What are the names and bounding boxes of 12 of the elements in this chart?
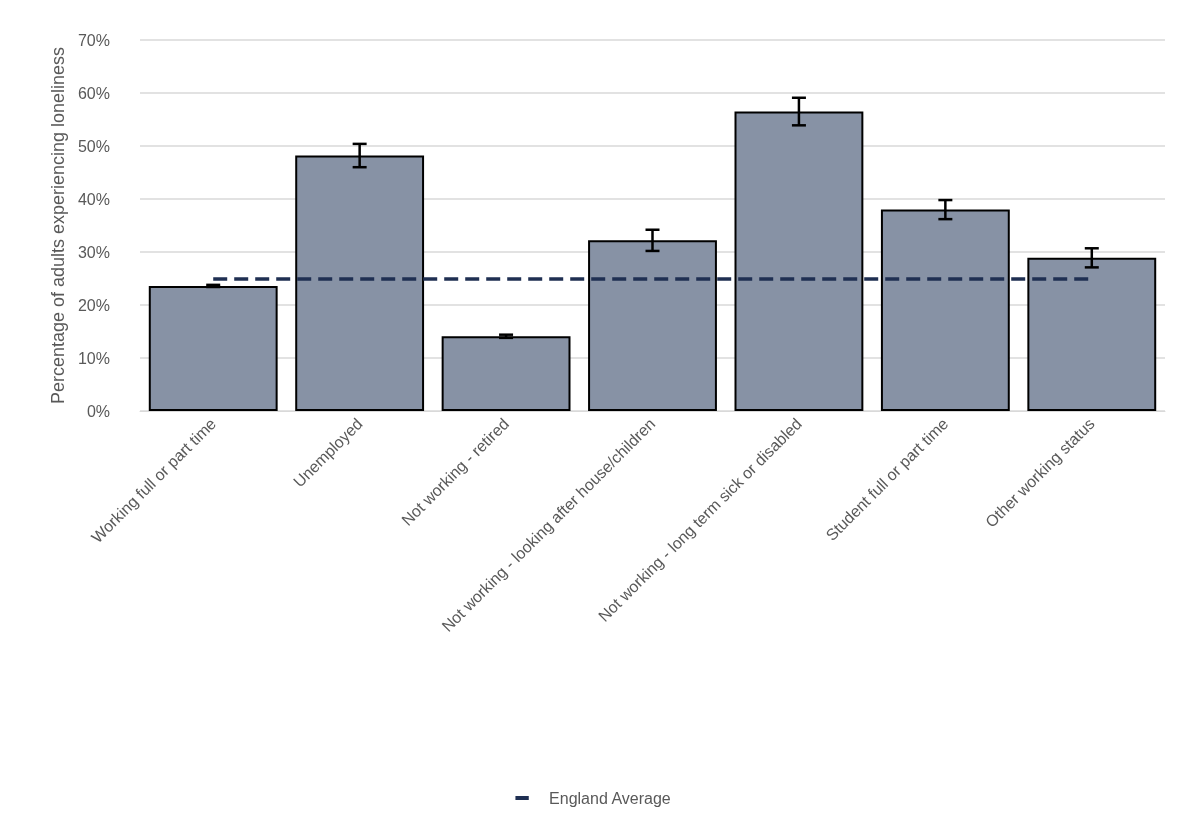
y-tick-label: 20% <box>77 296 110 314</box>
y-tick-label: 0% <box>86 402 110 420</box>
legend-label: England Average <box>549 789 671 807</box>
bar <box>148 285 278 411</box>
y-axis-title: Percentage of adults experiencing loneliness <box>48 46 69 405</box>
y-tick-label: 50% <box>77 137 110 155</box>
y-tick-label: 40% <box>77 190 110 208</box>
y-tick-label: 30% <box>77 243 110 261</box>
y-tick-label: 10% <box>77 349 110 367</box>
bar <box>441 336 571 411</box>
y-tick-label: 60% <box>77 84 110 102</box>
y-tick-label: 70% <box>77 31 110 49</box>
